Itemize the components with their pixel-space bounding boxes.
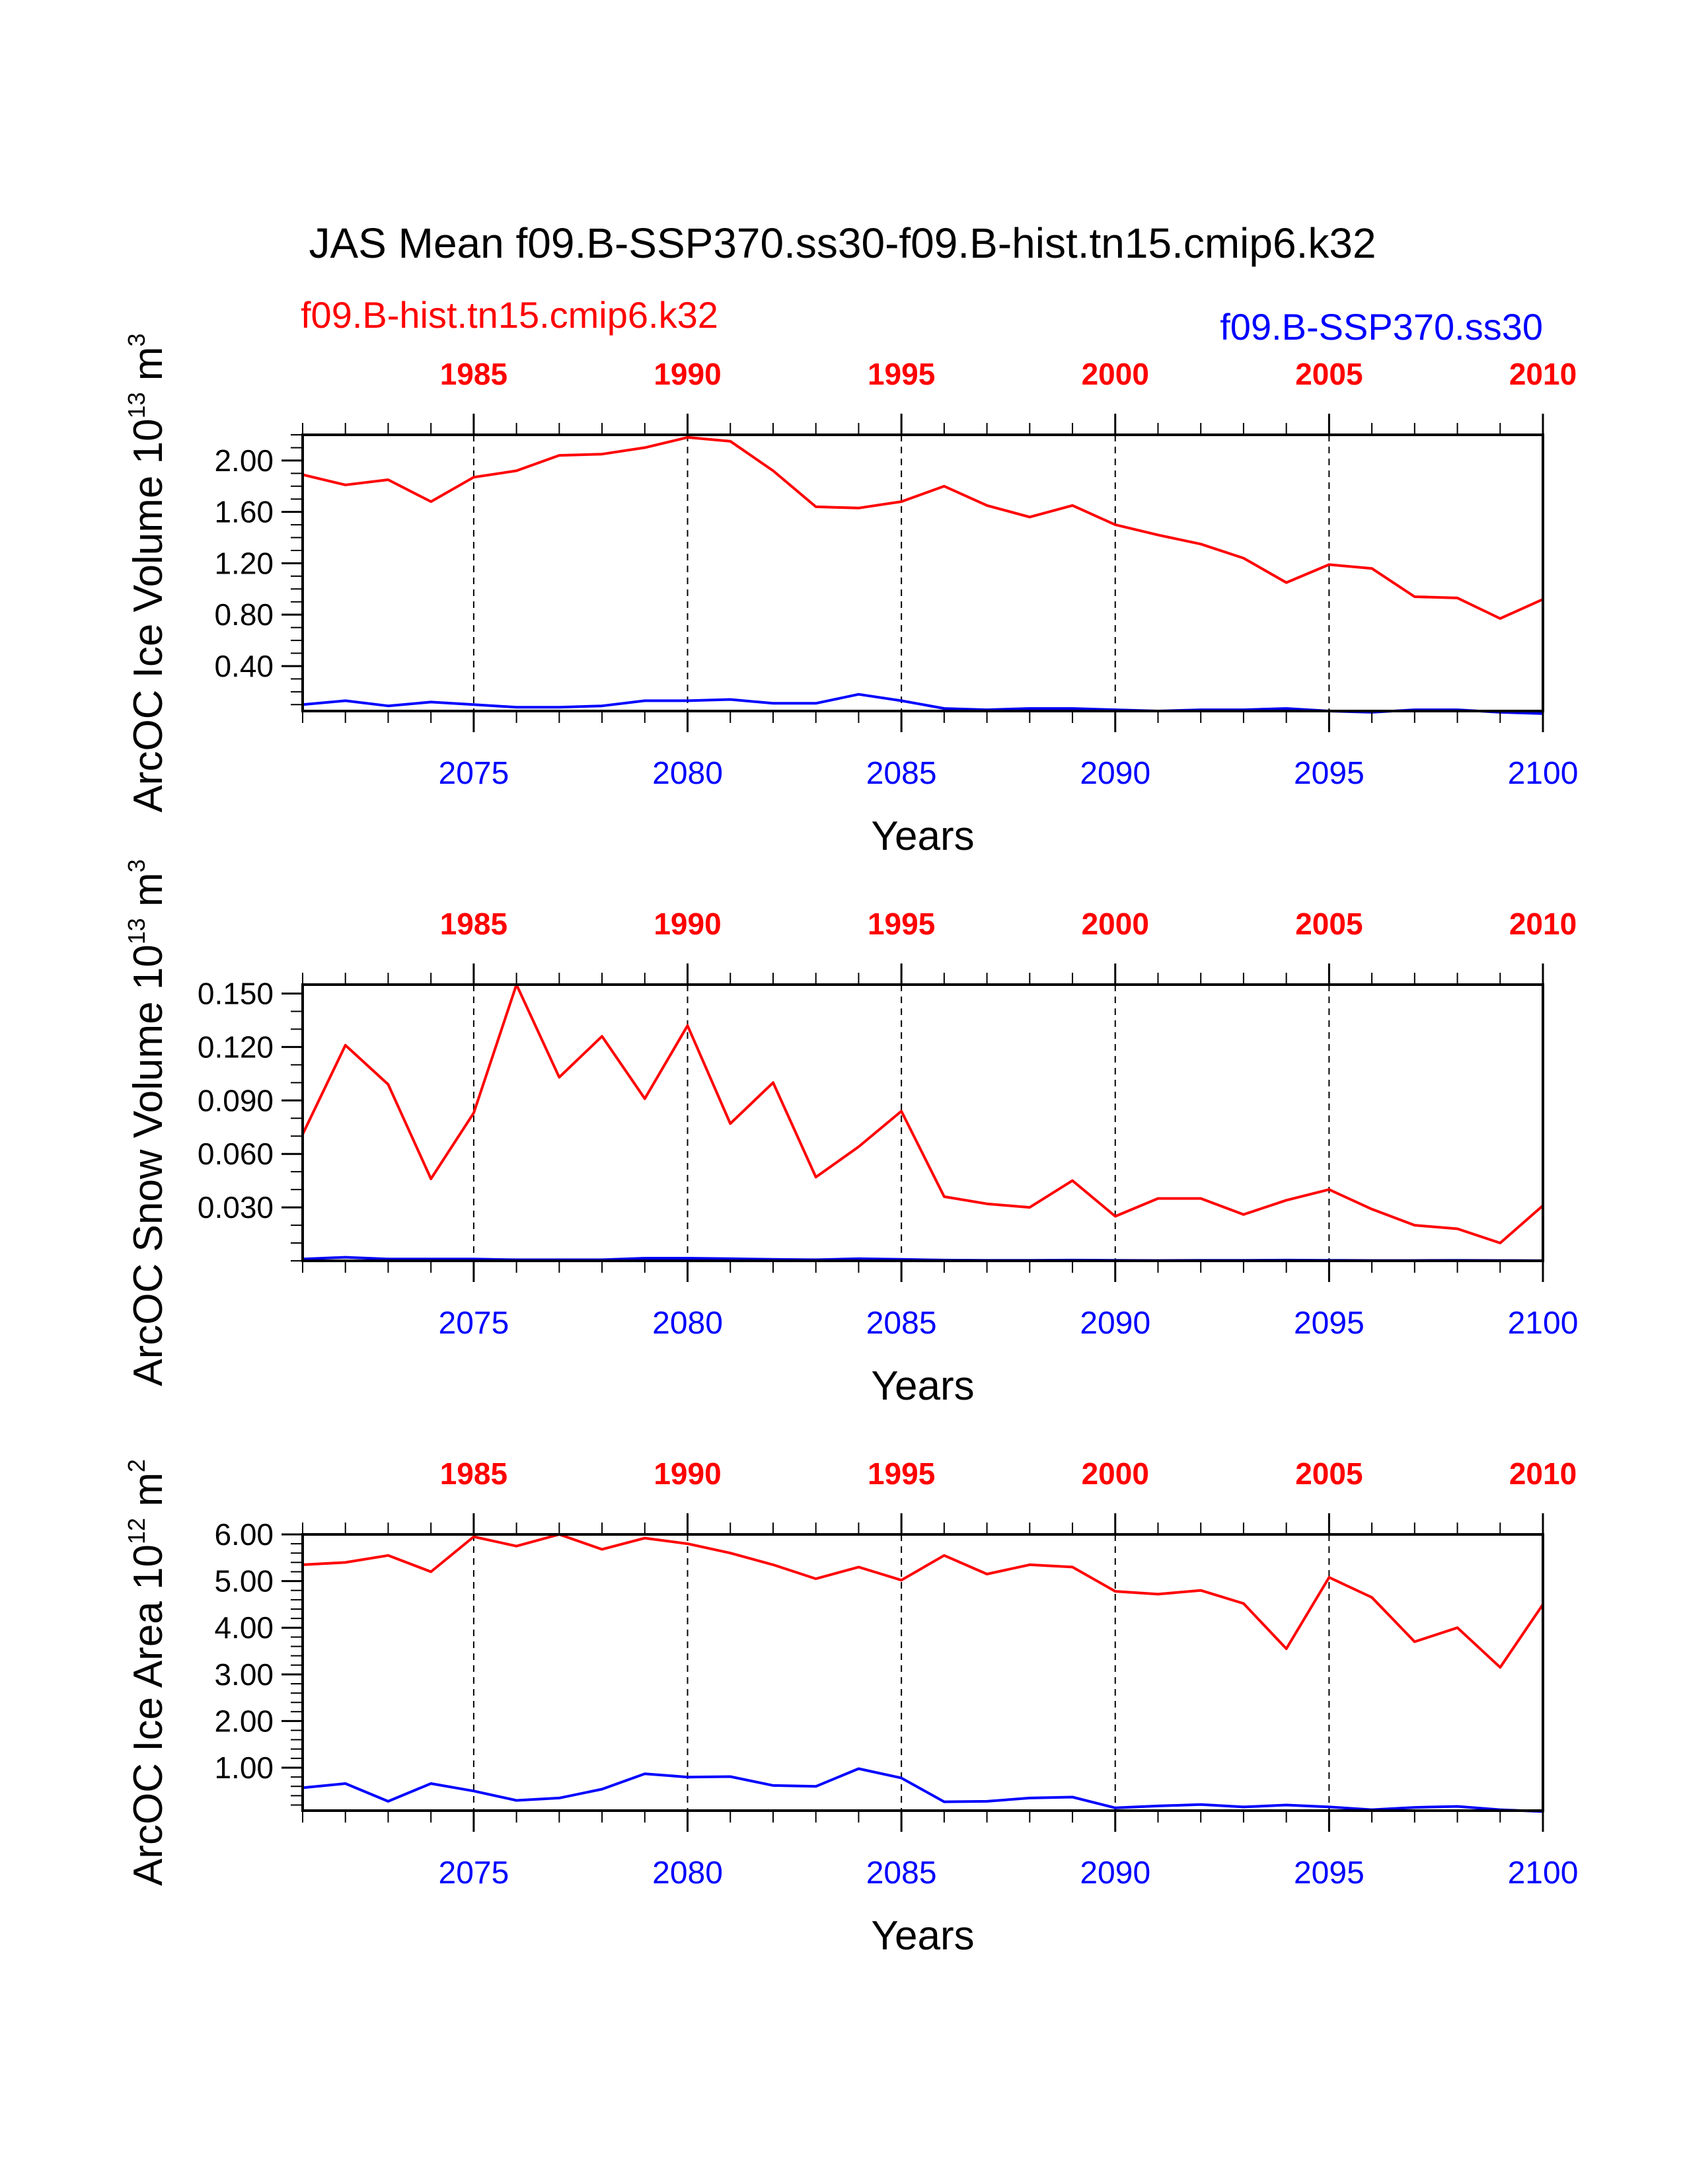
y-axis-title-exponent: 13 [123,918,150,944]
x-axis-title: Years [871,1913,974,1959]
y-tick-label: 5.00 [214,1564,274,1599]
legend-ssp-label: f09.B-SSP370.ss30 [1220,306,1543,348]
y-axis-title-unit: m [126,346,171,392]
x-bottom-tick-label: 2095 [1294,1856,1365,1891]
series-line-hist [302,435,1544,620]
series-line-hist [302,1533,1544,1669]
x-bottom-tick-label: 2085 [866,1306,937,1341]
series-line-hist [301,983,1544,1244]
y-tick-label: 2.00 [214,443,274,478]
x-top-tick-label: 1985 [440,1456,507,1491]
x-top-tick-label: 2005 [1295,357,1363,391]
x-bottom-tick-label: 2090 [1080,1306,1150,1341]
x-top-tick-label: 1985 [440,907,507,941]
x-top-tick-label: 1990 [654,357,721,391]
y-tick-label: 4.00 [214,1610,274,1645]
x-top-tick-label: 2010 [1509,1456,1577,1491]
y-axis-title-unit: m [126,872,171,918]
y-tick-label: 0.060 [198,1137,274,1171]
y-axis-title-exponent: 12 [123,1518,150,1544]
y-tick-label: 6.00 [214,1517,274,1552]
x-bottom-tick-label: 2080 [652,756,723,791]
x-top-tick-label: 2010 [1509,907,1577,941]
x-bottom-tick-label: 2075 [439,1856,509,1891]
x-bottom-tick-label: 2080 [652,1306,723,1341]
y-tick-label: 2.00 [214,1704,274,1738]
y-axis-title: ArcOC Ice Area 1012 m2 [123,1459,171,1886]
panel-2: 0.030 0.060 0.090 0.120 0.150 2075 2080 2085 209… [123,859,1578,1409]
y-axis-title-unit-exponent: 3 [123,333,150,346]
x-bottom-tick-label: 2085 [866,1856,937,1891]
plot-frame [301,433,1544,712]
x-top-tick-label: 1990 [654,907,721,941]
x-top-tick-label: 1995 [868,1456,935,1491]
x-top-tick-label: 1995 [868,907,935,941]
y-tick-label: 3.00 [214,1657,274,1692]
y-tick-label: 0.80 [214,597,274,632]
x-bottom-tick-label: 2075 [439,1306,509,1341]
plot-frame [301,1533,1544,1812]
legend-hist-label: f09.B-hist.tn15.cmip6.k32 [301,294,718,336]
x-bottom-tick-label: 2090 [1080,1856,1150,1891]
series-line-ssp [302,1767,1544,1813]
x-top-tick-label: 2000 [1082,357,1149,391]
figure-title: JAS Mean f09.B-SSP370.ss30-f09.B-hist.tn… [309,219,1376,267]
panel-1: 0.40 0.80 1.20 1.60 2.00 2075 2080 2085 2090 2095… [123,333,1578,859]
x-top-tick-label: 2010 [1509,357,1577,391]
y-tick-label: 0.090 [198,1083,274,1117]
y-axis-title-text: ArcOC Ice Volume 10 [126,418,171,812]
panel-3: 1.00 2.00 3.00 4.00 5.00 6.00 2075 2080 2085 2090… [123,1456,1578,1959]
y-axis-title-exponent: 13 [123,392,150,418]
y-tick-label: 0.150 [198,976,274,1010]
x-top-tick-label: 1990 [654,1456,721,1491]
x-bottom-tick-label: 2100 [1508,1856,1579,1891]
x-bottom-tick-label: 2100 [1508,756,1579,791]
x-top-tick-label: 1995 [868,357,935,391]
x-top-tick-label: 2000 [1082,907,1149,941]
y-axis-title: ArcOC Snow Volume 1013 m3 [123,859,171,1386]
x-bottom-tick-label: 2090 [1080,756,1150,791]
x-axis-title: Years [871,813,974,859]
x-top-tick-label: 2005 [1295,1456,1363,1491]
x-bottom-tick-label: 2075 [439,756,509,791]
x-bottom-tick-label: 2080 [652,1856,723,1891]
y-axis-title: ArcOC Ice Volume 1013 m3 [123,333,171,812]
y-axis-title-unit: m [126,1472,171,1518]
x-bottom-tick-label: 2095 [1294,756,1365,791]
x-top-tick-label: 2000 [1082,1456,1149,1491]
x-bottom-tick-label: 2100 [1508,1306,1579,1341]
y-tick-label: 1.00 [214,1751,274,1785]
y-tick-label: 1.20 [214,546,274,580]
y-tick-label: 1.60 [214,495,274,529]
y-tick-label: 0.40 [214,649,274,683]
y-axis-title-text: ArcOC Snow Volume 10 [126,944,171,1386]
x-bottom-tick-label: 2095 [1294,1306,1365,1341]
y-axis-title-text: ArcOC Ice Area 10 [126,1544,171,1886]
y-tick-label: 0.120 [198,1030,274,1064]
x-top-tick-label: 2005 [1295,907,1363,941]
y-tick-label: 0.030 [198,1190,274,1224]
plot-frame [301,983,1544,1262]
y-axis-title-unit-exponent: 3 [123,859,150,872]
y-axis-title-unit-exponent: 2 [123,1459,150,1472]
x-axis-title: Years [871,1363,974,1409]
x-top-tick-label: 1985 [440,357,507,391]
x-bottom-tick-label: 2085 [866,756,937,791]
